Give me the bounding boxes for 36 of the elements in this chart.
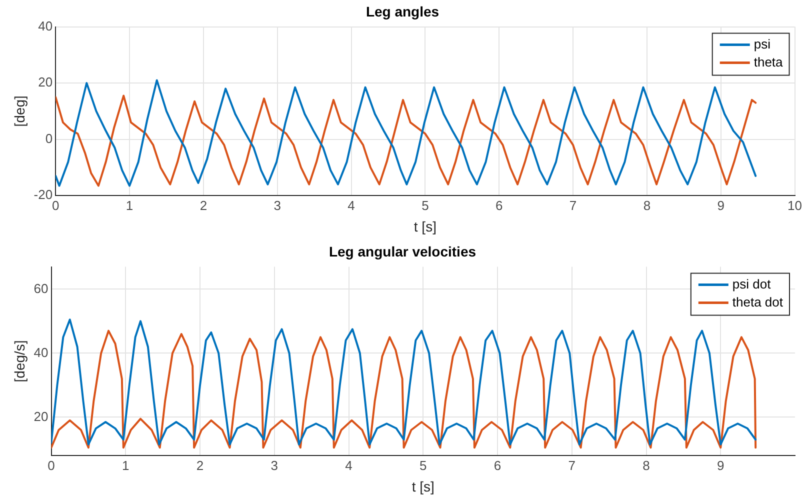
legend-label: theta dot [732, 294, 784, 310]
x-tick-label: 4 [345, 458, 352, 473]
chart-title: Leg angles [366, 3, 440, 20]
legend-label: psi dot [732, 276, 772, 292]
legend-label: theta [754, 54, 784, 70]
x-tick-label: 8 [643, 198, 651, 213]
y-tick-label: 40 [38, 18, 53, 34]
x-tick-label: 1 [122, 458, 130, 473]
x-tick-label: 10 [788, 198, 802, 213]
y-tick-label: 40 [34, 344, 48, 360]
x-tick-label: 5 [420, 458, 427, 473]
x-tick-label: 3 [270, 458, 278, 473]
x-tick-label: 7 [569, 198, 577, 213]
x-tick-label: 2 [200, 198, 208, 213]
x-tick-label: 5 [422, 198, 429, 213]
y-tick-label: 20 [34, 408, 48, 424]
x-tick-label: 6 [494, 458, 502, 473]
y-tick-label: 60 [34, 280, 48, 296]
x-tick-label: 7 [568, 458, 576, 473]
x-axis-title: t [s] [414, 218, 436, 234]
y-axis-title: [deg] [11, 96, 28, 127]
x-tick-label: 2 [196, 458, 204, 473]
x-tick-label: 6 [495, 198, 503, 213]
x-axis-title: t [s] [412, 478, 434, 494]
x-tick-label: 1 [126, 198, 134, 213]
y-tick-label: -20 [34, 187, 53, 202]
y-tick-label: 0 [45, 130, 53, 146]
x-tick-label: 4 [348, 198, 355, 213]
x-tick-label: 9 [717, 198, 724, 213]
x-tick-label: 9 [717, 458, 724, 473]
y-tick-label: 20 [38, 74, 53, 90]
x-tick-label: 8 [642, 458, 650, 473]
y-axis-title: [deg/s] [11, 340, 28, 382]
chart-title: Leg angular velocities [328, 243, 476, 260]
legend-label: psi [754, 36, 771, 52]
x-tick-label: 3 [274, 198, 281, 213]
